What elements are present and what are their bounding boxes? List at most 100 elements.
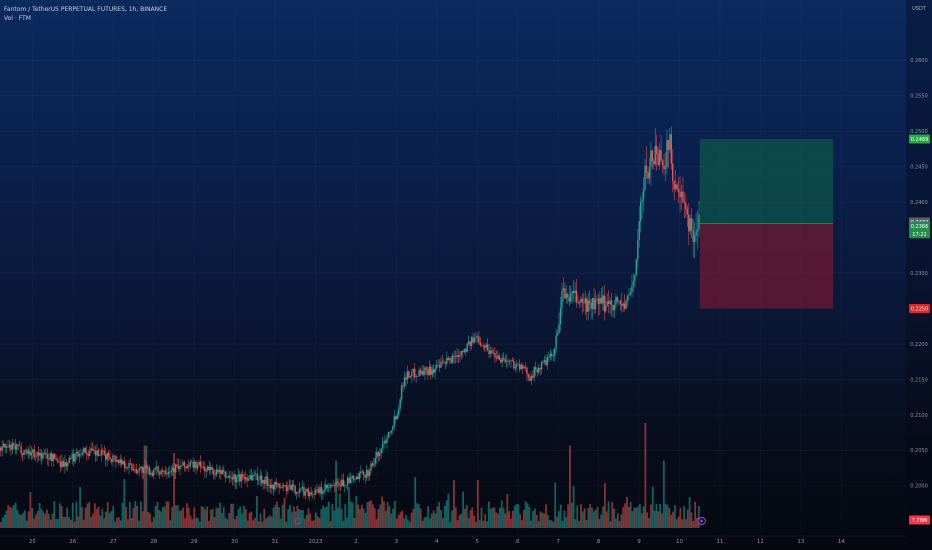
candle-body: [396, 414, 398, 420]
candle-body: [588, 300, 591, 304]
volume-bar: [300, 510, 302, 528]
candle-body: [5, 446, 8, 448]
volume-bar: [611, 501, 614, 528]
candle-body: [231, 477, 234, 480]
long-position-tool[interactable]: [699, 139, 834, 309]
candle-body: [698, 214, 700, 230]
time-tick-label: 14: [838, 539, 845, 545]
volume-bar: [381, 496, 383, 528]
candle-body: [574, 290, 576, 294]
volume-bar: [316, 516, 319, 528]
volume-bar: [71, 502, 74, 528]
time-tick-label: 6: [516, 539, 520, 545]
candle-body: [596, 298, 598, 300]
volume-bar: [384, 511, 387, 528]
candle-body: [284, 485, 286, 486]
dividend-marker-icon: [294, 517, 302, 525]
candle-body: [263, 479, 266, 484]
volume-bar: [427, 506, 430, 528]
volume-bar: [616, 513, 619, 528]
candle-body: [486, 344, 489, 350]
price-tick-label: 0.2150: [910, 377, 928, 383]
candle-body: [570, 293, 572, 302]
candle-body: [33, 449, 35, 458]
volume-bar: [119, 520, 122, 528]
candle-body: [450, 358, 452, 363]
candle-body: [551, 353, 553, 357]
candle-body: [502, 357, 505, 359]
candle-body: [151, 472, 154, 476]
candle-body: [173, 467, 175, 473]
volume-bar: [592, 511, 595, 528]
candle-body: [215, 469, 218, 476]
volume-bar: [640, 513, 643, 528]
candle-body: [295, 491, 298, 494]
volume-bar: [589, 504, 592, 528]
volume-bar: [578, 521, 581, 528]
volume-bar: [449, 521, 452, 528]
candle-body: [647, 172, 649, 179]
volume-bar: [35, 514, 37, 528]
candle-body: [202, 466, 205, 468]
candle-body: [68, 458, 70, 463]
candle-body: [49, 453, 51, 460]
candle-body: [310, 492, 312, 495]
candle-body: [185, 466, 187, 469]
candle-body: [444, 362, 447, 364]
candle-body: [672, 163, 674, 181]
price-tick-label: 0.2400: [910, 200, 928, 206]
candle-body: [411, 372, 413, 377]
candle-body: [36, 452, 38, 457]
volume-bar: [114, 521, 116, 528]
volume-bar: [311, 520, 314, 528]
volume-bar: [206, 506, 209, 528]
candle-body: [414, 368, 416, 377]
candle-body: [182, 462, 184, 466]
candle-body: [199, 461, 202, 467]
volume-bar: [683, 506, 685, 528]
candle-body: [367, 469, 369, 477]
candle-body: [497, 355, 499, 359]
candle-body: [189, 462, 191, 467]
price-tag-text: 0.2366: [911, 224, 929, 230]
price-axis[interactable]: USDT 0.2600 0.2550 0.2500 0.2450 0.2400 0.2300…: [906, 0, 932, 550]
volume-bar: [563, 510, 566, 528]
volume-bar: [27, 511, 30, 528]
volume-bar: [379, 504, 382, 528]
candle-body: [164, 470, 167, 474]
candle-body: [451, 355, 454, 363]
candle-body: [618, 300, 620, 302]
volume-bar: [626, 496, 628, 528]
candle-body: [476, 336, 479, 337]
candle-body: [55, 458, 57, 461]
volume-bar: [327, 501, 330, 528]
candle-body: [392, 426, 394, 431]
volume-bar: [539, 511, 542, 528]
candle-body: [623, 303, 626, 309]
candle-body: [2, 443, 5, 447]
volume-bar: [338, 493, 341, 528]
volume-bar: [353, 517, 356, 528]
volume-bar: [443, 505, 446, 528]
volume-bar: [272, 507, 275, 528]
candle-body: [52, 453, 54, 462]
volume-bar: [246, 520, 249, 528]
candle-body: [70, 458, 72, 459]
candle-body: [685, 203, 687, 210]
time-axis[interactable]: 25 26 27 28 29 30 31 2023 2 3 4 5 6 7 8 9 10 11 12 13 14: [0, 535, 906, 545]
candle-body: [287, 486, 289, 492]
candle-body: [16, 444, 18, 450]
volume-bar: [622, 507, 625, 528]
candle-body: [278, 483, 280, 488]
candle-body: [533, 367, 535, 378]
candle-body: [584, 298, 586, 304]
candle-body: [648, 166, 651, 179]
candle-body: [644, 165, 646, 190]
candle-body: [689, 218, 691, 232]
candle-body: [161, 470, 164, 472]
volume-bar: [290, 512, 293, 528]
time-tick-label: 3: [395, 539, 399, 545]
volume-bar: [464, 508, 466, 528]
candle-body: [116, 460, 119, 462]
